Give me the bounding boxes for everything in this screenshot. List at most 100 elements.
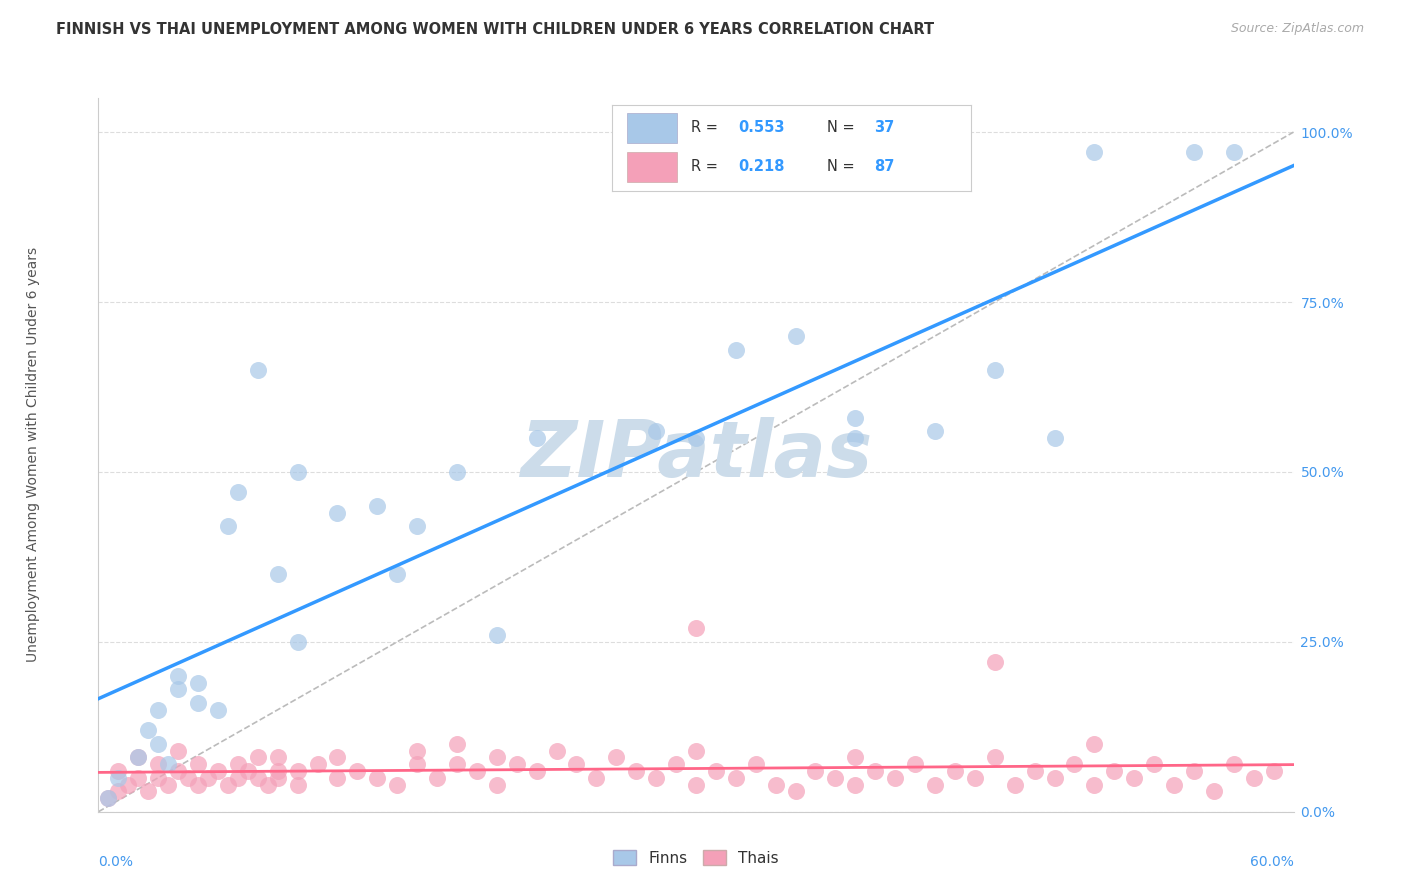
Point	[665, 757, 688, 772]
Point	[287, 764, 309, 778]
Point	[236, 764, 259, 778]
Point	[485, 628, 508, 642]
Point	[804, 764, 827, 778]
Point	[197, 771, 219, 785]
Point	[1202, 784, 1225, 798]
Point	[246, 771, 269, 785]
Point	[226, 485, 249, 500]
Point	[148, 757, 170, 772]
Point	[924, 778, 946, 792]
Point	[127, 750, 149, 764]
Point	[1123, 771, 1146, 785]
Point	[1222, 757, 1246, 772]
Point	[107, 764, 129, 778]
Point	[924, 424, 946, 438]
Point	[685, 621, 707, 635]
Point	[1043, 771, 1066, 785]
Point	[307, 757, 329, 772]
Point	[704, 764, 727, 778]
Point	[446, 465, 468, 479]
Point	[406, 743, 429, 757]
Point	[446, 737, 468, 751]
Point	[207, 703, 229, 717]
Point	[136, 784, 159, 798]
Point	[187, 696, 209, 710]
Point	[1182, 145, 1205, 160]
Point	[1222, 145, 1246, 160]
Point	[127, 771, 149, 785]
Point	[326, 506, 349, 520]
Point	[645, 424, 668, 438]
Point	[167, 743, 190, 757]
Point	[1063, 757, 1085, 772]
Point	[267, 750, 290, 764]
Point	[984, 750, 1007, 764]
Point	[346, 764, 368, 778]
Point	[136, 723, 159, 738]
Text: FINNISH VS THAI UNEMPLOYMENT AMONG WOMEN WITH CHILDREN UNDER 6 YEARS CORRELATION: FINNISH VS THAI UNEMPLOYMENT AMONG WOMEN…	[56, 22, 935, 37]
Point	[685, 743, 707, 757]
Point	[785, 784, 807, 798]
Point	[366, 771, 388, 785]
Text: 0.0%: 0.0%	[98, 855, 134, 869]
Point	[187, 778, 209, 792]
Point	[1243, 771, 1265, 785]
Point	[844, 750, 866, 764]
Point	[685, 431, 707, 445]
Point	[724, 343, 747, 357]
Point	[446, 757, 468, 772]
Point	[148, 771, 170, 785]
Point	[167, 764, 190, 778]
Point	[326, 771, 349, 785]
Point	[267, 764, 290, 778]
Point	[565, 757, 588, 772]
Point	[326, 750, 349, 764]
Point	[97, 791, 120, 805]
Point	[963, 771, 986, 785]
Point	[267, 771, 290, 785]
Point	[506, 757, 529, 772]
Point	[217, 778, 239, 792]
Point	[148, 703, 170, 717]
Point	[626, 764, 648, 778]
Point	[645, 771, 668, 785]
Point	[765, 778, 787, 792]
Point	[287, 635, 309, 649]
Point	[167, 682, 190, 697]
Point	[256, 778, 278, 792]
Point	[287, 465, 309, 479]
Point	[217, 519, 239, 533]
Point	[724, 771, 747, 785]
Point	[117, 778, 139, 792]
Text: ZIPatlas: ZIPatlas	[520, 417, 872, 493]
Legend: Finns, Thais: Finns, Thais	[607, 844, 785, 871]
Point	[984, 363, 1007, 377]
Point	[167, 669, 190, 683]
Point	[1102, 764, 1125, 778]
Point	[1004, 778, 1026, 792]
Point	[485, 750, 508, 764]
Point	[1263, 764, 1285, 778]
Text: Unemployment Among Women with Children Under 6 years: Unemployment Among Women with Children U…	[25, 247, 39, 663]
Point	[526, 764, 548, 778]
Point	[406, 519, 429, 533]
Point	[157, 757, 180, 772]
Point	[1143, 757, 1166, 772]
Point	[1083, 737, 1105, 751]
Point	[863, 764, 887, 778]
Text: 60.0%: 60.0%	[1250, 855, 1294, 869]
Point	[526, 431, 548, 445]
Point	[745, 757, 768, 772]
Point	[785, 329, 807, 343]
Point	[177, 771, 200, 785]
Point	[984, 655, 1007, 669]
Point	[1083, 145, 1105, 160]
Point	[97, 791, 120, 805]
Point	[366, 499, 388, 513]
Point	[844, 410, 866, 425]
Point	[426, 771, 449, 785]
Point	[267, 566, 290, 581]
Point	[148, 737, 170, 751]
Point	[465, 764, 488, 778]
Point	[226, 771, 249, 785]
